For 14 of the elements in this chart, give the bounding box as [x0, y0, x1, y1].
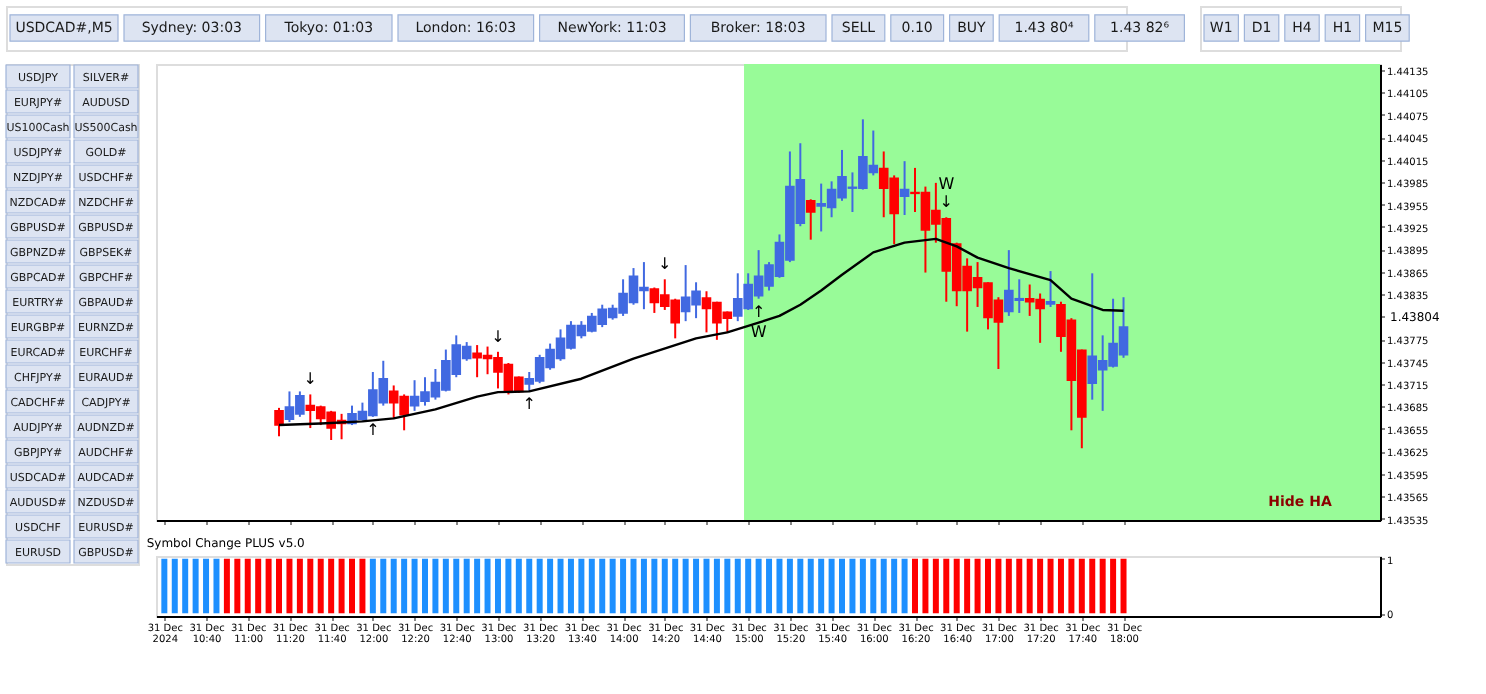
annotation: ↑ [366, 420, 380, 439]
annotation: ↑ [751, 302, 766, 321]
annotation: ↓ [303, 370, 318, 389]
annotation: ↓ [658, 255, 672, 274]
candlestick [899, 160, 910, 216]
candlestick [274, 406, 284, 438]
annotation: ↓ [491, 327, 505, 346]
annotation: W [750, 322, 767, 341]
annotation: ↑ [522, 395, 536, 414]
candlestick [1045, 270, 1056, 308]
candlestick [805, 198, 816, 241]
line-series [277, 237, 1125, 427]
annotation: W [938, 175, 955, 194]
annotation: ↓ [939, 193, 953, 212]
